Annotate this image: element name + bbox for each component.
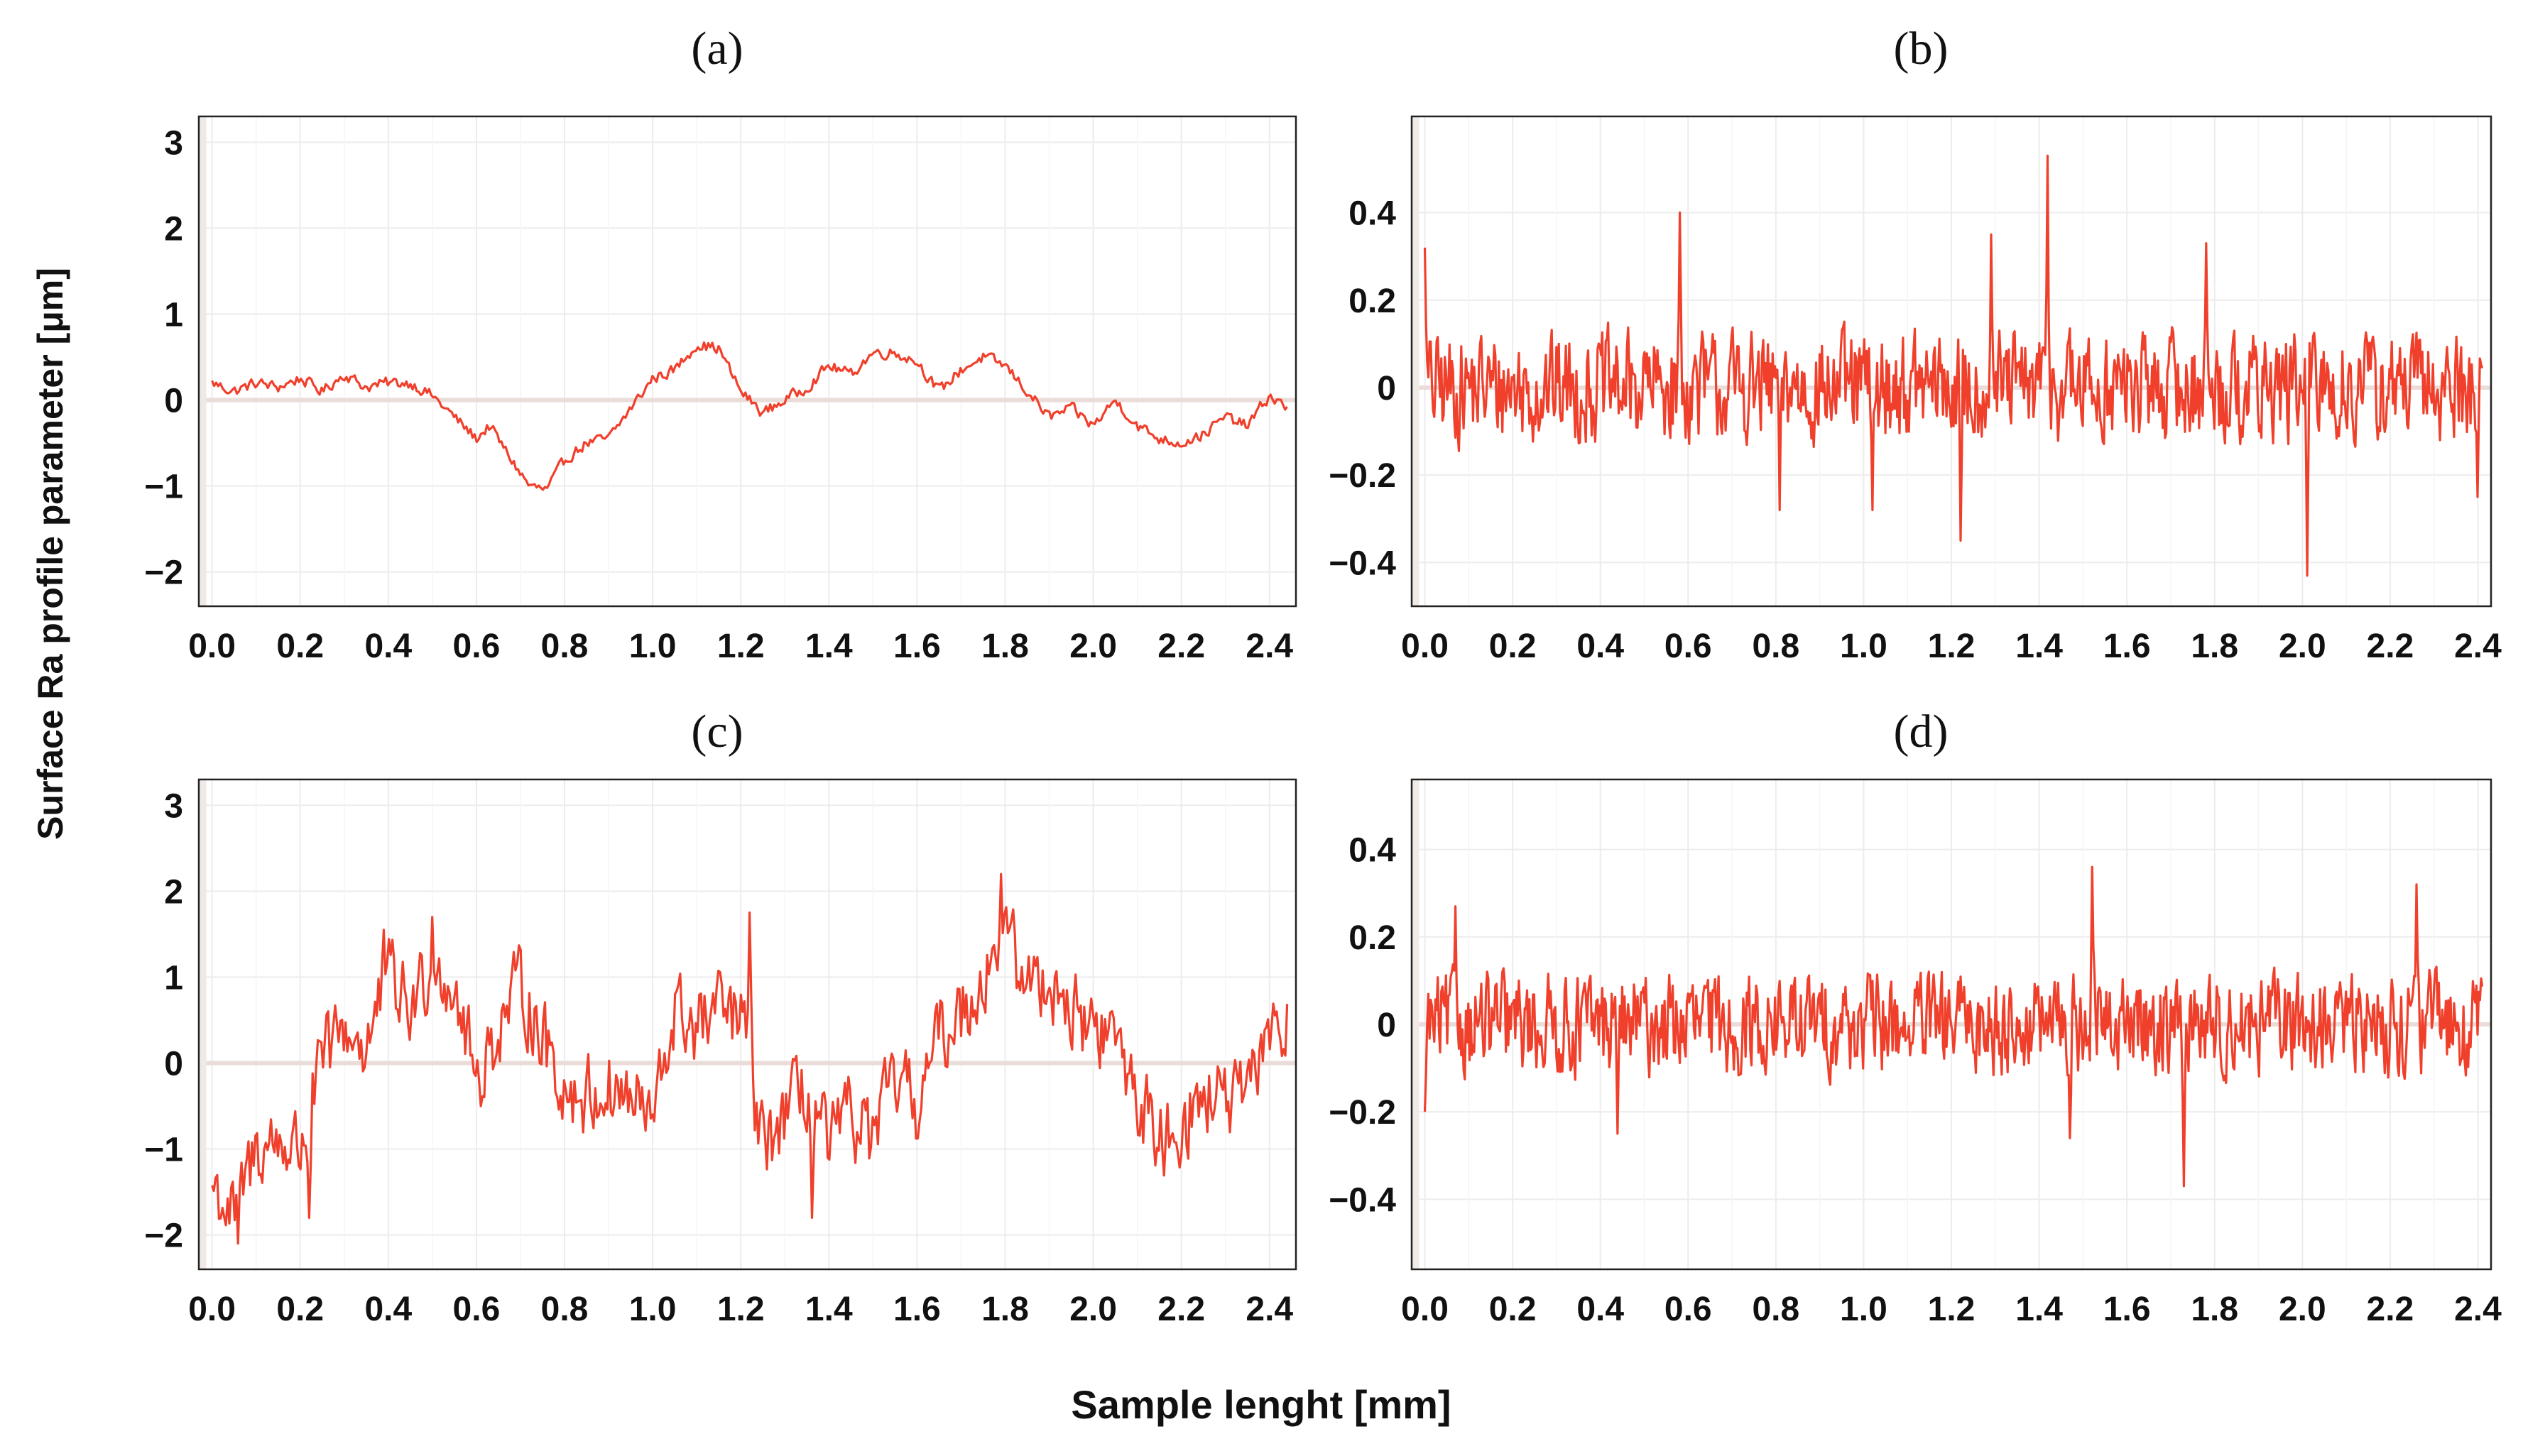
x-tick-label: 1.8 bbox=[981, 628, 1029, 665]
x-tick-label: 1.0 bbox=[629, 1291, 677, 1328]
panel-title: (b) bbox=[1894, 23, 1949, 75]
panel-title: (d) bbox=[1894, 706, 1949, 757]
x-tick-label: 1.4 bbox=[805, 628, 853, 665]
x-tick-label: 0.2 bbox=[1489, 628, 1537, 665]
panel-b: (b) 0.0 0.2 0.4 0.6 0.8 1.0 1.2 1.4 1.6 1.8 2.0 2.2 2… bbox=[1329, 23, 2502, 665]
x-tick-label: 1.4 bbox=[805, 1291, 853, 1328]
x-tick-label: 1.8 bbox=[981, 1291, 1029, 1328]
x-tick-label: 1.0 bbox=[1840, 1291, 1887, 1328]
y-tick-label: −0.4 bbox=[1329, 544, 1396, 582]
x-tick-label: 0.2 bbox=[276, 628, 324, 665]
x-tick-label: 0.2 bbox=[1489, 1291, 1537, 1328]
y-tick-label: 2 bbox=[164, 873, 183, 911]
x-tick-label: 1.2 bbox=[717, 628, 765, 665]
x-tick-label: 0.8 bbox=[1752, 1291, 1799, 1328]
plot-frame bbox=[1410, 778, 2492, 1271]
x-tick-label: 2.2 bbox=[2367, 628, 2414, 665]
y-tick-label: 0 bbox=[164, 1045, 183, 1083]
x-tick-label: 0.8 bbox=[1752, 628, 1799, 665]
x-tick-label: 0.6 bbox=[1664, 1291, 1712, 1328]
y-axis-label: Surface Ra profile parameter [μm] bbox=[31, 268, 70, 840]
y-tick-label: 3 bbox=[164, 787, 183, 825]
panels: (a) 0.0 0.2 0.4 0.6 0.8 1.0 1.2 1.4 1.6 1.8 2.0 2.2 2… bbox=[144, 23, 2502, 1328]
x-tick-label: 2.0 bbox=[2279, 628, 2326, 665]
series-line bbox=[1423, 865, 2484, 1188]
y-tick-label: 3 bbox=[164, 124, 183, 162]
x-tick-label: 0.8 bbox=[541, 1291, 589, 1328]
panel-title: (c) bbox=[691, 706, 743, 757]
series-line bbox=[211, 872, 1289, 1245]
x-tick-label: 2.2 bbox=[1157, 628, 1205, 665]
x-tick-label: 2.4 bbox=[1246, 628, 1293, 665]
x-tick-label: 0.6 bbox=[1664, 628, 1712, 665]
x-tick-label: 1.2 bbox=[1928, 1291, 1976, 1328]
y-tick-label: 0.4 bbox=[1348, 195, 1396, 233]
x-tick-label: 2.0 bbox=[1069, 1291, 1117, 1328]
panel-a: (a) 0.0 0.2 0.4 0.6 0.8 1.0 1.2 1.4 1.6 1.8 2.0 2.2 2… bbox=[144, 23, 1297, 665]
y-tick-label: 0 bbox=[164, 382, 183, 420]
x-tick-label: 0.4 bbox=[1576, 628, 1624, 665]
x-tick-label: 0.4 bbox=[364, 1291, 412, 1328]
x-tick-label: 0.0 bbox=[188, 628, 236, 665]
x-tick-label: 2.4 bbox=[2454, 628, 2502, 665]
origin-bar bbox=[199, 116, 207, 606]
y-tick-label: −2 bbox=[144, 554, 183, 592]
x-tick-label: 0.4 bbox=[364, 628, 412, 665]
series-line bbox=[1423, 154, 2484, 577]
x-tick-label: 1.6 bbox=[893, 628, 941, 665]
y-tick-label: 1 bbox=[164, 959, 183, 997]
y-tick-label: −0.4 bbox=[1329, 1181, 1396, 1219]
x-tick-label: 2.2 bbox=[2367, 1291, 2414, 1328]
plot-frame bbox=[197, 778, 1297, 1271]
x-tick-label: 1.4 bbox=[2015, 1291, 2063, 1328]
panel-d: (d) 0.0 0.2 0.4 0.6 0.8 1.0 1.2 1.4 1.6 1.8 2.0 2.2 2… bbox=[1329, 706, 2502, 1328]
y-tick-label: 0.4 bbox=[1348, 832, 1396, 870]
y-tick-label: −0.2 bbox=[1329, 1094, 1396, 1132]
plot-frame bbox=[1410, 115, 2492, 608]
y-tick-label: −0.2 bbox=[1329, 457, 1396, 495]
x-tick-label: 1.2 bbox=[717, 1291, 765, 1328]
x-tick-label: 1.0 bbox=[1840, 628, 1887, 665]
origin-bar bbox=[1412, 779, 1419, 1269]
x-tick-label: 1.0 bbox=[629, 628, 677, 665]
x-tick-label: 0.6 bbox=[453, 628, 501, 665]
x-tick-label: 2.0 bbox=[2279, 1291, 2326, 1328]
x-tick-label: 2.2 bbox=[1157, 1291, 1205, 1328]
y-tick-label: −2 bbox=[144, 1217, 183, 1255]
x-axis-label: Sample lenght [mm] bbox=[1071, 1382, 1451, 1427]
x-tick-label: 1.4 bbox=[2015, 628, 2063, 665]
y-tick-label: 0 bbox=[1377, 370, 1396, 407]
x-tick-label: 0.0 bbox=[1401, 628, 1449, 665]
x-tick-label: 1.8 bbox=[2191, 1291, 2238, 1328]
series-line bbox=[211, 341, 1288, 491]
x-tick-label: 0.8 bbox=[541, 628, 589, 665]
y-tick-label: 1 bbox=[164, 296, 183, 334]
x-tick-label: 1.6 bbox=[2103, 1291, 2151, 1328]
plot-area bbox=[199, 116, 1296, 606]
x-tick-label: 0.0 bbox=[1401, 1291, 1449, 1328]
x-tick-label: 2.4 bbox=[2454, 1291, 2502, 1328]
x-tick-label: 1.2 bbox=[1928, 628, 1976, 665]
panel-title: (a) bbox=[691, 23, 743, 75]
x-tick-label: 0.2 bbox=[276, 1291, 324, 1328]
y-tick-label: −1 bbox=[144, 469, 183, 506]
y-tick-label: 0.2 bbox=[1348, 283, 1396, 320]
y-tick-label: 0.2 bbox=[1348, 919, 1396, 957]
origin-bar bbox=[1412, 116, 1419, 606]
x-tick-label: 1.8 bbox=[2191, 628, 2238, 665]
x-tick-label: 2.0 bbox=[1069, 628, 1117, 665]
panel-c: (c) 0.0 0.2 0.4 0.6 0.8 1.0 1.2 1.4 1.6 1.8 2.0 2.2 2… bbox=[144, 706, 1297, 1328]
x-tick-label: 0.6 bbox=[453, 1291, 501, 1328]
y-tick-label: 0 bbox=[1377, 1007, 1396, 1044]
x-tick-label: 2.4 bbox=[1246, 1291, 1293, 1328]
x-tick-label: 1.6 bbox=[893, 1291, 941, 1328]
x-tick-label: 1.6 bbox=[2103, 628, 2151, 665]
plot-frame bbox=[197, 115, 1297, 608]
y-tick-label: −1 bbox=[144, 1132, 183, 1169]
x-tick-label: 0.4 bbox=[1576, 1291, 1624, 1328]
origin-bar bbox=[199, 779, 207, 1269]
y-tick-label: 2 bbox=[164, 210, 183, 248]
x-tick-label: 0.0 bbox=[188, 1291, 236, 1328]
